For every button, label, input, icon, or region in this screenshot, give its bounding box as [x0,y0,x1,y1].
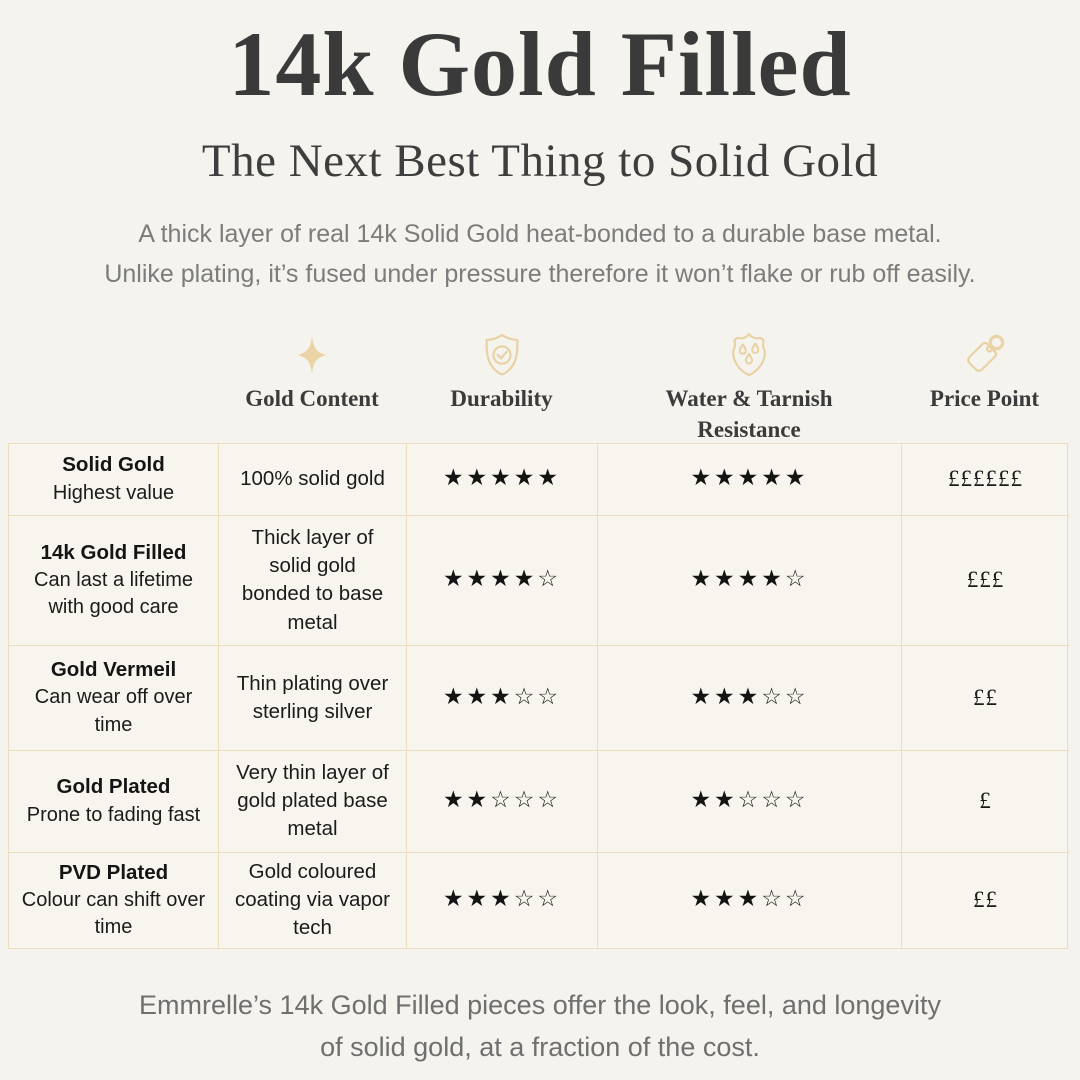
gold-content-cell: Thick layer of solid gold bonded to base… [219,515,407,646]
price-point-cell: £££ [902,516,1069,646]
material-name: Gold Plated [56,775,171,799]
material-note: Prone to fading fast [26,803,201,826]
durability-rating: ★★★☆☆ [407,852,598,948]
table-row-header-gold-vermeil: Gold Vermeil Can wear off over time [9,645,219,751]
material-name: Solid Gold [62,453,165,477]
gold-content-cell: Very thin layer of gold plated base meta… [219,750,407,853]
price-point-cell: ££ [973,887,998,913]
page-subtitle: The Next Best Thing to Solid Gold [201,134,879,187]
sparkle-icon [293,329,331,381]
gold-content-cell: 100% solid gold [219,443,407,516]
durability-rating: ★★★★★ [407,443,598,516]
page-footer: Emmrelle’s 14k Gold Filled pieces offer … [0,985,1080,1069]
water-tarnish-rating: ★★☆☆☆ [598,750,902,853]
gold-content-cell: Gold coloured coating via vapor tech [219,852,407,948]
column-header-gold-content: Gold Content [218,329,406,445]
material-name: Gold Vermeil [50,658,177,682]
column-header-label: Price Point [929,385,1040,411]
column-header-durability: Durability [406,329,597,445]
description-line-2: Unlike plating, it’s fused under pressur… [104,260,976,289]
water-tarnish-rating: ★★★☆☆ [598,645,902,751]
price-point-cell: £ [902,751,1069,853]
footer-line-1: Emmrelle’s 14k Gold Filled pieces offer … [139,989,941,1020]
table-row-header-gold-plated: Gold Plated Prone to fading fast [9,750,219,853]
description-line-1: A thick layer of real 14k Solid Gold hea… [138,219,942,248]
table-column-headers: Gold Content Durability W [8,329,1068,442]
header-spacer [8,329,218,445]
gold-content-cell: Thin plating over sterling silver [219,645,407,751]
footer-line-2: of solid gold, at a fraction of the cost… [320,1031,760,1062]
material-note: Can wear off over time [34,686,193,736]
price-point-cell: ££££££ [902,444,1069,516]
durability-rating: ★★★☆☆ [407,645,598,751]
price-point-cell: ££ [902,646,1069,751]
price-tag-icon [962,329,1008,381]
durability-rating: ★★★★☆ [407,515,598,646]
column-header-price-point: Price Point [901,329,1068,445]
column-header-label: Water & Tarnish Resistance [665,385,833,442]
material-name: PVD Plated [58,860,169,884]
table-row-header-pvd-plated: PVD Plated Colour can shift over time [9,852,219,948]
page-title: 14k Gold Filled [228,13,852,115]
material-note: Can last a lifetime with good care [34,568,193,619]
material-note: Colour can shift over time [21,888,206,939]
column-header-label: Gold Content [245,385,379,411]
water-tarnish-rating: ★★★☆☆ [598,852,902,948]
column-header-water-tarnish: Water & Tarnish Resistance [597,329,901,445]
table-row-header-solid-gold: Solid Gold Highest value [9,443,219,516]
material-name: 14k Gold Filled [40,540,187,564]
column-header-label: Durability [450,385,553,411]
water-tarnish-rating: ★★★★☆ [598,515,902,646]
durability-rating: ★★☆☆☆ [407,750,598,853]
shield-check-icon [481,329,523,381]
table-row-header-14k-gold-filled: 14k Gold Filled Can last a lifetime with… [9,515,219,646]
page-description: A thick layer of real 14k Solid Gold hea… [0,214,1080,295]
material-note: Highest value [52,481,175,504]
comparison-table: Solid Gold Highest value 100% solid gold… [8,442,1069,949]
water-tarnish-rating: ★★★★★ [598,443,902,516]
shield-drops-icon [728,329,770,381]
